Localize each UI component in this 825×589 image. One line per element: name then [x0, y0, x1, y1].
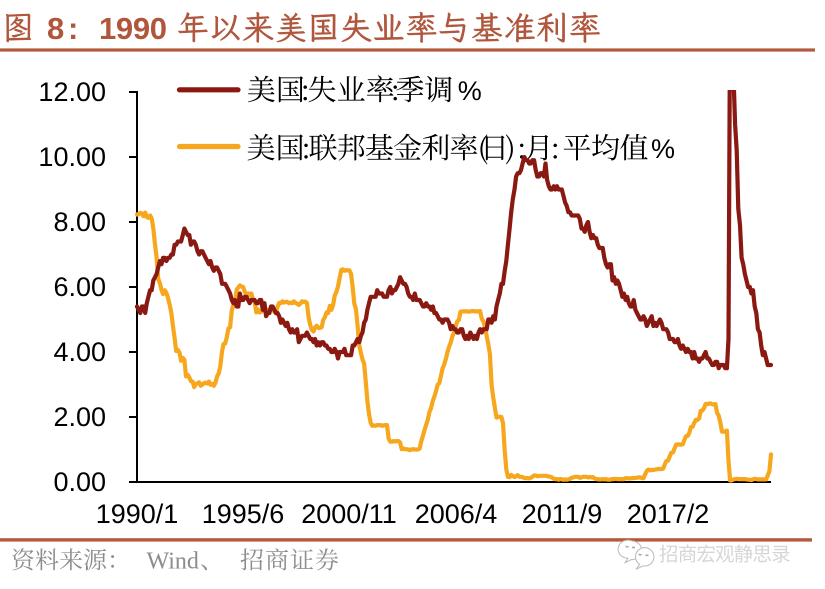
- svg-text:6.00: 6.00: [53, 272, 106, 302]
- svg-text:0.00: 0.00: [53, 467, 106, 497]
- svg-text:%: %: [651, 134, 675, 164]
- svg-text:Wind: Wind: [147, 549, 199, 575]
- svg-text:2000/11: 2000/11: [301, 499, 397, 529]
- svg-text:2006/4: 2006/4: [415, 499, 498, 529]
- svg-text:8: 8: [47, 11, 64, 46]
- svg-text:4.00: 4.00: [53, 337, 106, 367]
- svg-text:1995/6: 1995/6: [202, 499, 285, 529]
- svg-text:2017/2: 2017/2: [627, 499, 710, 529]
- svg-text:%: %: [458, 76, 482, 106]
- svg-text::: :: [68, 11, 78, 46]
- svg-text:8.00: 8.00: [53, 207, 106, 237]
- svg-text:2.00: 2.00: [53, 402, 106, 432]
- svg-text:12.00: 12.00: [38, 77, 106, 107]
- svg-text:2011/9: 2011/9: [522, 499, 603, 529]
- svg-text:1990/1: 1990/1: [96, 499, 179, 529]
- svg-text:1990: 1990: [99, 11, 167, 46]
- svg-text:10.00: 10.00: [38, 142, 106, 172]
